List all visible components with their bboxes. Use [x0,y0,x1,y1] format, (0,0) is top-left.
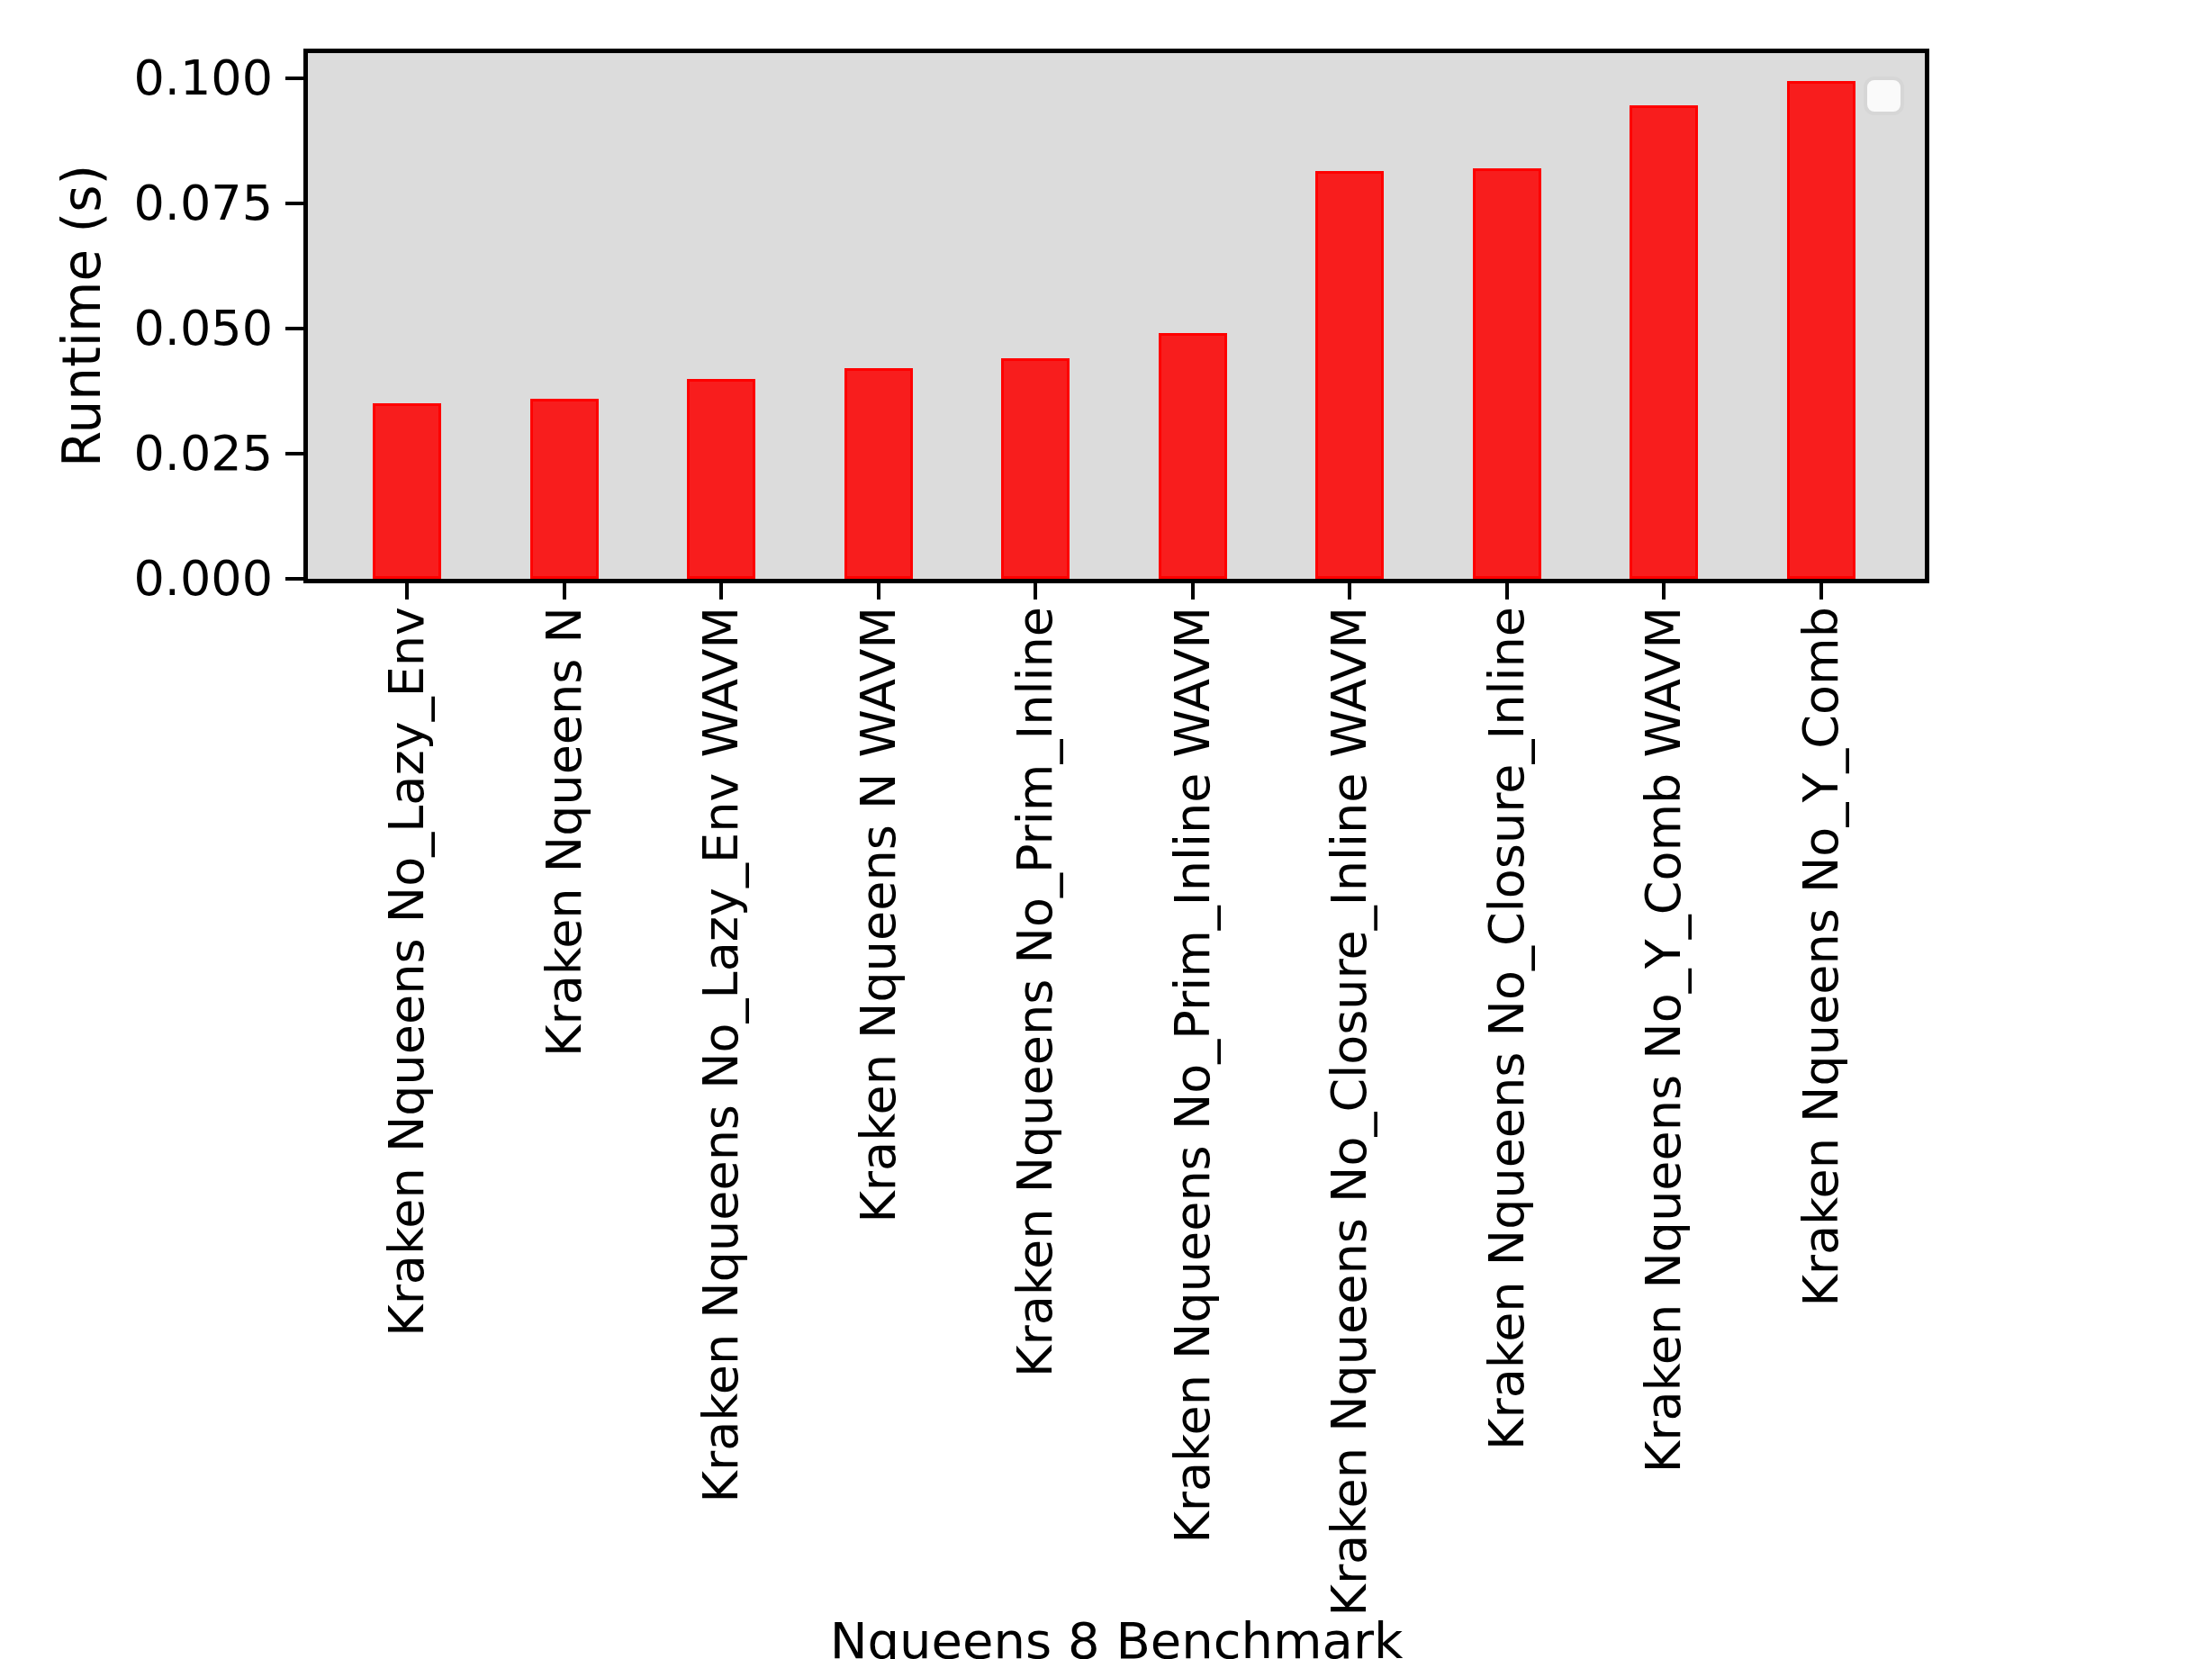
x-tick-mark [877,583,880,600]
x-tick-mark [1819,583,1823,600]
bar-3 [687,379,755,579]
y-tick-mark [285,202,303,205]
x-tick-label-text: Kraken Nqueens No_Prim_Inline [1006,607,1065,1377]
y-tick-mark [285,77,303,80]
x-tick-mark [1348,583,1351,600]
y-tick-label: 0.100 [36,50,273,107]
bar-8 [1473,168,1541,579]
bar-1 [373,403,441,579]
x-tick-mark [1662,583,1666,600]
bar-2 [530,399,599,579]
x-axis-label: Nqueens 8 Benchmark [830,1613,1404,1659]
x-tick-mark [1191,583,1195,600]
y-tick-label: 0.050 [36,300,273,357]
x-tick-mark [1505,583,1509,600]
x-tick-label-text: Kraken Nqueens N WAVM [849,607,908,1223]
bar-9 [1630,105,1698,579]
x-tick-label-text: Kraken Nqueens No_Lazy_Env WAVM [691,607,751,1502]
y-tick-mark [285,577,303,581]
x-tick-label-text: Kraken Nqueens No_Closure_Inline [1477,607,1537,1450]
x-tick-mark [1034,583,1037,600]
x-tick-label-text: Kraken Nqueens No_Y_Comb WAVM [1634,607,1693,1473]
x-tick-mark [719,583,723,600]
x-tick-mark [405,583,409,600]
bar-7 [1315,171,1384,579]
y-tick-label: 0.075 [36,175,273,232]
y-tick-label: 0.025 [36,425,273,482]
x-tick-label-text: Kraken Nqueens N [535,607,594,1057]
plot-area [303,49,1929,583]
y-tick-mark [285,327,303,330]
y-tick-label: 0.000 [36,550,273,608]
x-tick-mark [563,583,566,600]
y-tick-mark [285,452,303,455]
x-tick-label-text: Kraken Nqueens No_Lazy_Env [377,607,437,1337]
bar-4 [844,368,913,579]
bar-6 [1159,333,1227,579]
legend-box [1864,77,1904,115]
bar-10 [1787,81,1855,579]
x-tick-label-text: Kraken Nqueens No_Closure_Inline WAVM [1320,607,1379,1617]
x-tick-label-text: Kraken Nqueens No_Y_Comb [1792,607,1851,1307]
bar-5 [1001,358,1070,579]
x-tick-label-text: Kraken Nqueens No_Prim_Inline WAVM [1163,607,1223,1544]
bar-chart-figure: Runtime (s) 0.0000.0250.0500.0750.100 Kr… [0,0,2212,1659]
